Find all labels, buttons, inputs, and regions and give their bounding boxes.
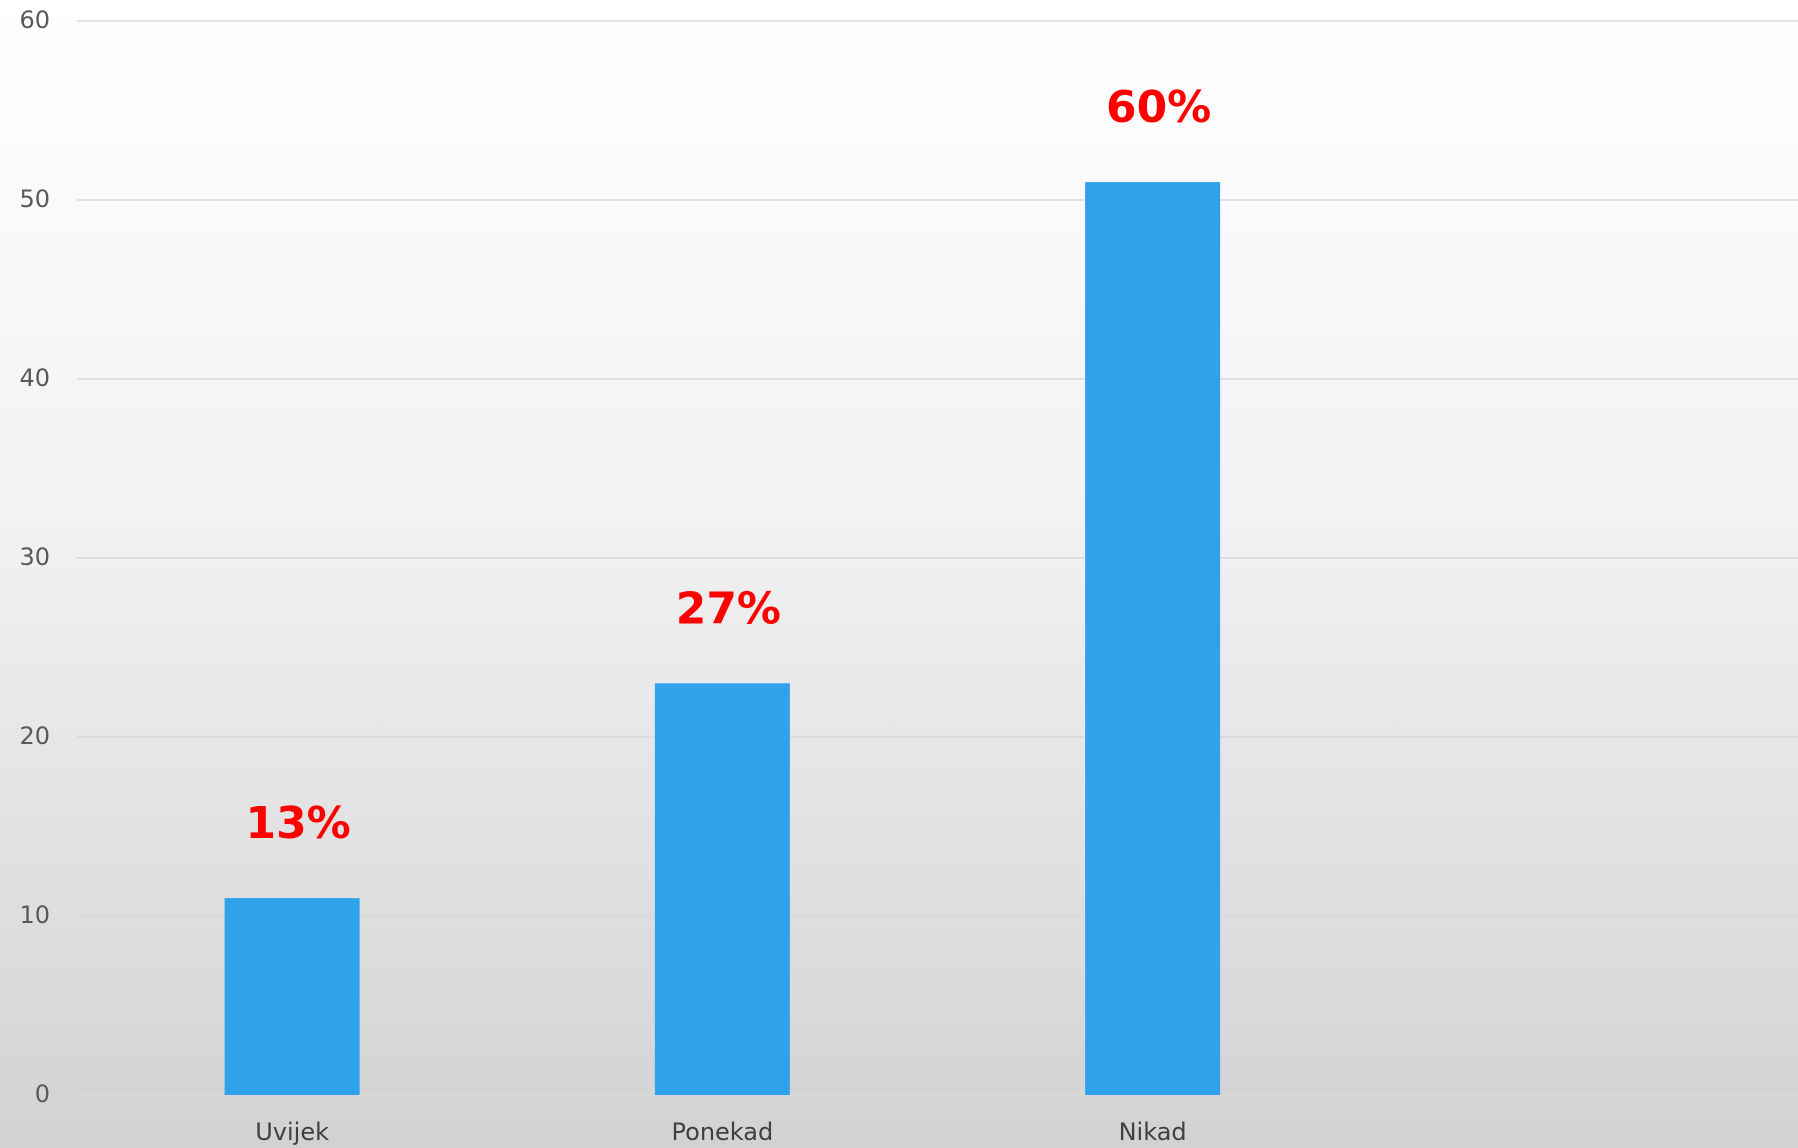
y-tick-label: 40	[19, 364, 50, 392]
y-tick-label: 50	[19, 185, 50, 213]
bar	[654, 683, 790, 1095]
annotation: 27%	[676, 583, 781, 634]
bar	[1085, 182, 1221, 1096]
y-tick-label: 30	[19, 543, 50, 571]
y-tick-label: 10	[19, 901, 50, 929]
y-tick-label: 0	[35, 1080, 50, 1108]
annotation: 13%	[245, 798, 350, 849]
x-tick-label: Nikad	[1119, 1118, 1187, 1146]
bar	[224, 898, 360, 1095]
x-tick-label: Uvijek	[255, 1118, 329, 1146]
y-tick-label: 60	[19, 6, 50, 34]
annotation: 60%	[1106, 82, 1211, 133]
y-tick-label: 20	[19, 722, 50, 750]
x-tick-label: Ponekad	[672, 1118, 774, 1146]
